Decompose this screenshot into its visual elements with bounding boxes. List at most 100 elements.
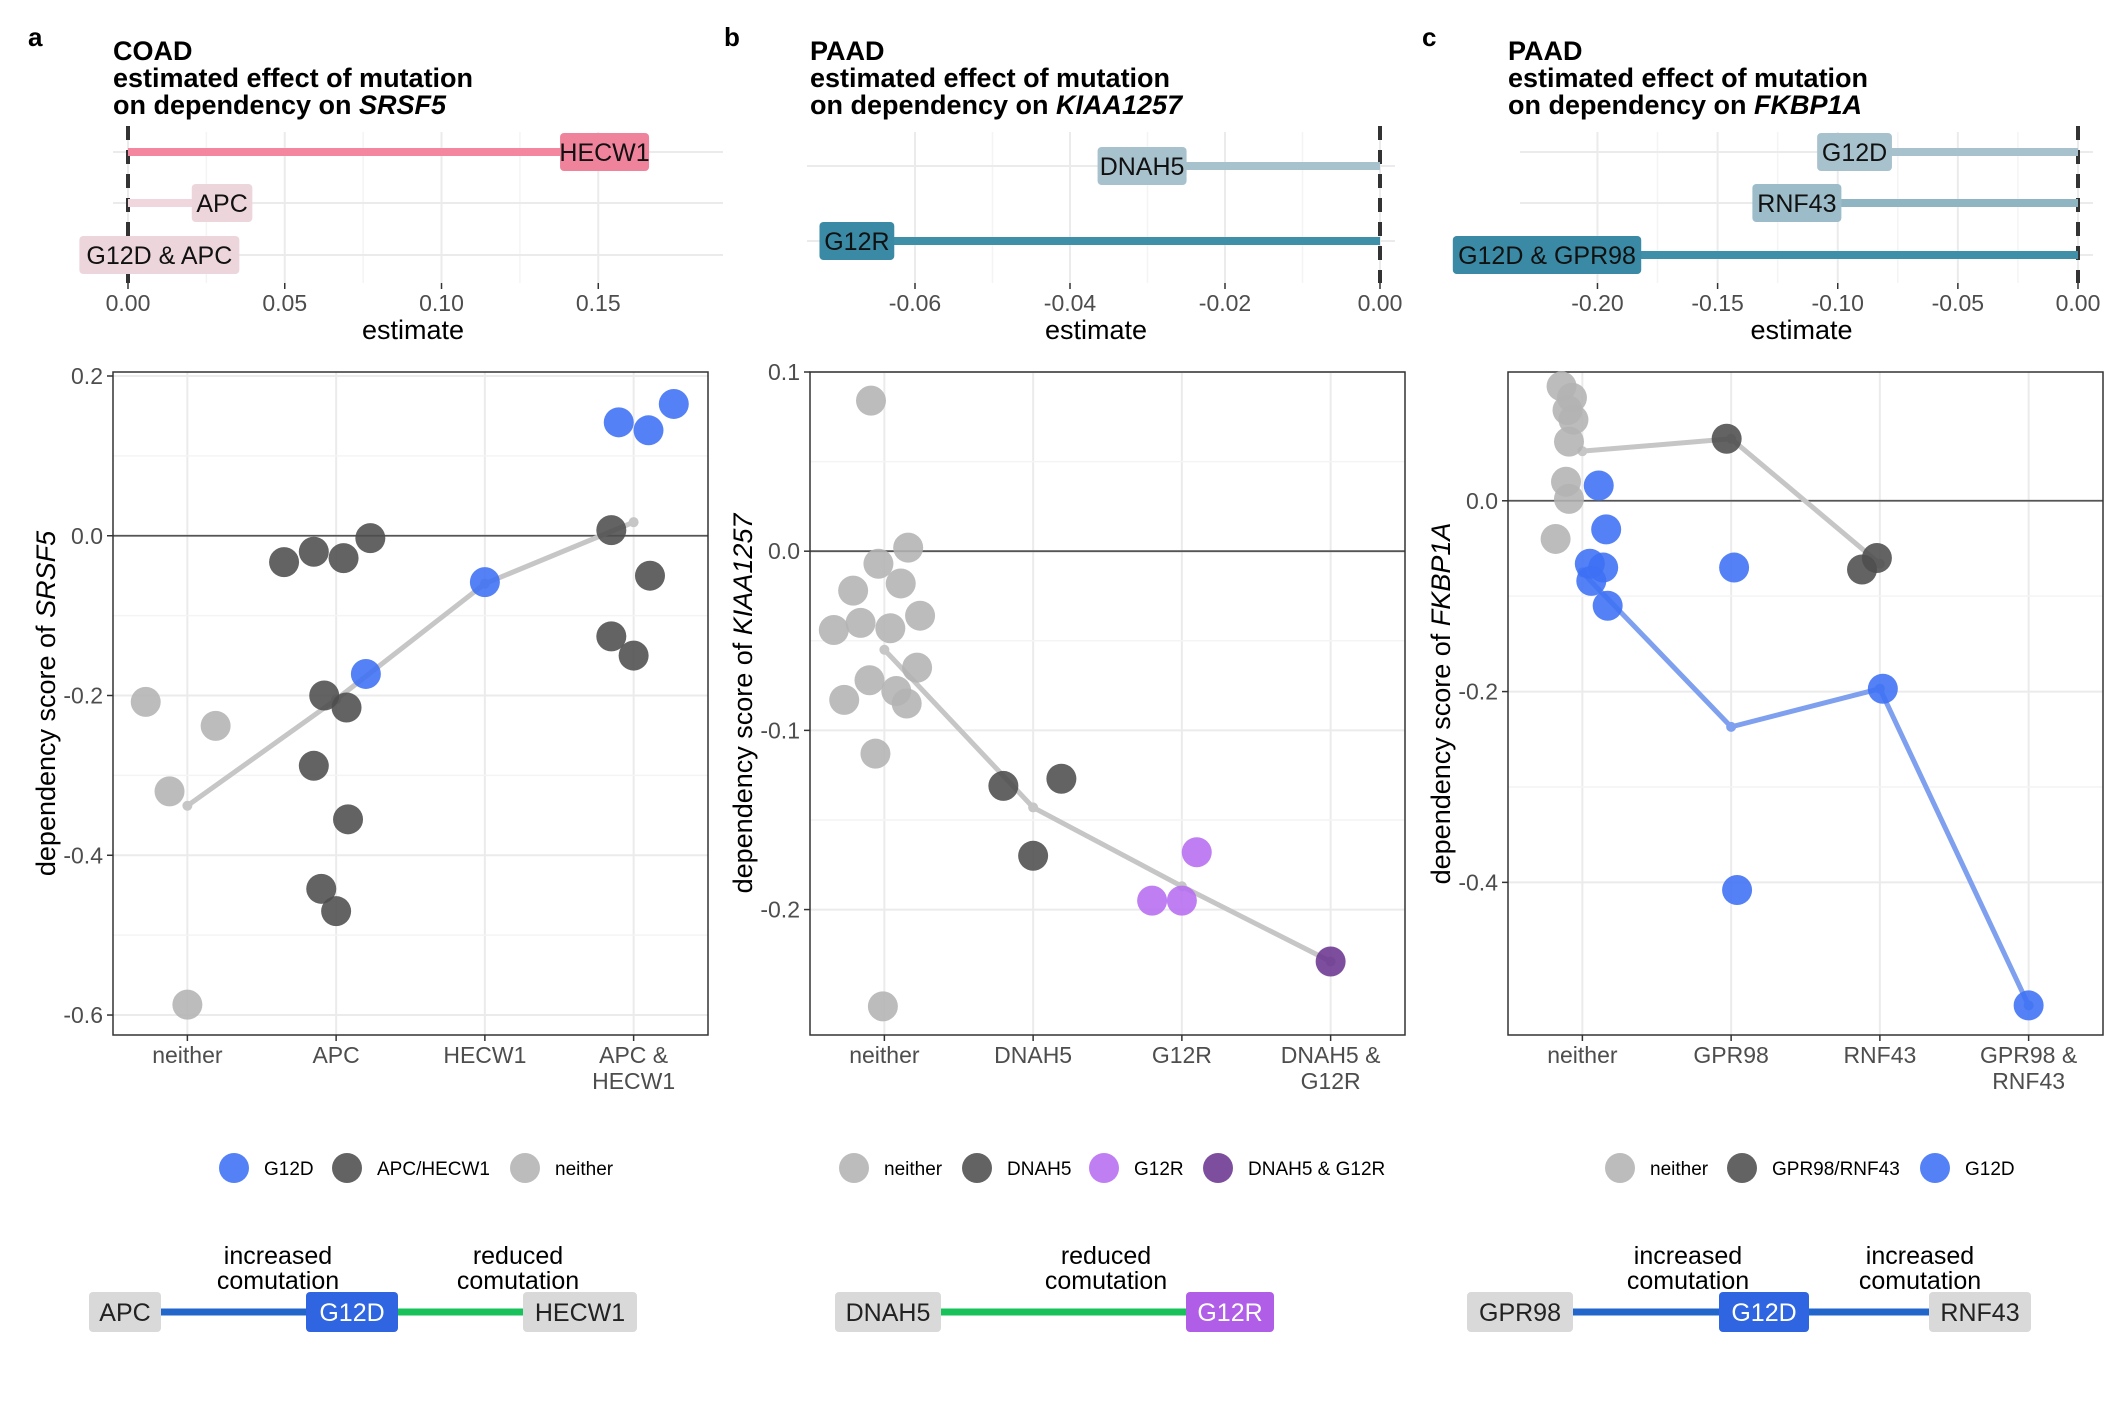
mutation-node-label: GPR98 xyxy=(1479,1299,1561,1327)
plot-border xyxy=(809,371,1406,1036)
legend-label: G12D xyxy=(1965,1159,2015,1180)
estimate-label-text: G12D & APC xyxy=(86,242,232,270)
legend-label: G12R xyxy=(1134,1159,1184,1180)
estimate-label-box xyxy=(191,184,253,222)
panel-title-line2: estimated effect of mutation xyxy=(810,63,1170,93)
estimate-tick-label: 0.05 xyxy=(262,290,307,316)
data-point xyxy=(172,989,203,1020)
legend-swatch xyxy=(839,1153,869,1183)
dependency-y-tick-label: 0.0 xyxy=(1466,488,1498,514)
data-point xyxy=(860,738,891,769)
dependency-x-tick-label: DNAH5 & xyxy=(1281,1042,1381,1068)
comutation-label: increased xyxy=(1634,1242,1742,1270)
dependency-x-tick-label: neither xyxy=(849,1042,920,1068)
estimate-tick-label: -0.04 xyxy=(1044,290,1097,316)
panel-title-gene: FKBP1A xyxy=(1754,90,1862,120)
estimate-tick-label: 0.00 xyxy=(106,290,151,316)
dependency-y-tick-label: -0.1 xyxy=(760,717,800,743)
dependency-y-tick-label: 0.0 xyxy=(768,538,800,564)
mutation-node-label: DNAH5 xyxy=(846,1299,931,1327)
estimate-tick-label: -0.20 xyxy=(1571,290,1623,316)
panel-title-cancer: PAAD xyxy=(810,36,885,66)
data-point xyxy=(328,543,359,574)
mutation-node-label: HECW1 xyxy=(535,1299,625,1327)
comutation-label: comutation xyxy=(1045,1267,1167,1295)
comutation-network: increasedcomutationincreasedcomutationGP… xyxy=(1467,1242,2031,1332)
dependency-axis-label: dependency score of KIAA1257 xyxy=(728,513,758,894)
trend-line xyxy=(881,647,1334,965)
mutation-node xyxy=(89,1292,161,1332)
data-point xyxy=(818,615,849,646)
legend-label: neither xyxy=(884,1159,943,1180)
data-point xyxy=(633,415,664,446)
estimate-label-text: G12D & GPR98 xyxy=(1458,242,1636,270)
estimate-label-box xyxy=(1452,236,1642,274)
data-point xyxy=(658,388,689,419)
data-point xyxy=(863,548,894,579)
data-point xyxy=(891,688,922,719)
mutation-node xyxy=(1719,1292,1809,1332)
data-point xyxy=(634,560,665,591)
dependency-x-tick-label: G12R xyxy=(1301,1068,1361,1094)
data-point xyxy=(596,621,627,652)
trend-point xyxy=(1726,721,1737,732)
legend-swatch xyxy=(1089,1153,1119,1183)
dependency-y-tick-label: -0.2 xyxy=(760,897,800,923)
data-point xyxy=(1867,673,1898,704)
data-point xyxy=(875,613,906,644)
mutation-node xyxy=(1186,1292,1274,1332)
estimate-label-box xyxy=(1817,133,1892,171)
estimate-tick-label: -0.02 xyxy=(1199,290,1251,316)
mutation-node xyxy=(523,1292,637,1332)
mutation-node xyxy=(306,1292,398,1332)
comutation-label: reduced xyxy=(1061,1242,1151,1270)
dependency-x-tick-label: G12R xyxy=(1152,1042,1212,1068)
data-point xyxy=(618,640,649,671)
data-point xyxy=(1137,885,1168,916)
dependency-x-tick-label: DNAH5 xyxy=(994,1042,1072,1068)
estimate-tick-label: 0.10 xyxy=(419,290,464,316)
dependency-y-tick-label: 0.1 xyxy=(768,359,800,385)
dependency-y-tick-label: -0.4 xyxy=(1458,869,1498,895)
data-point xyxy=(269,547,300,578)
data-point xyxy=(309,680,340,711)
estimate-tick-label: -0.15 xyxy=(1691,290,1743,316)
data-point xyxy=(1711,423,1742,454)
data-point xyxy=(902,652,933,683)
estimate-label-text: HECW1 xyxy=(559,139,649,167)
legend-swatch xyxy=(1605,1153,1635,1183)
comutation-label: comutation xyxy=(1627,1267,1749,1295)
panel-title-line3: on dependency on SRSF5 xyxy=(113,90,447,120)
data-point xyxy=(603,407,634,438)
dependency-axis-label-gene: SRSF5 xyxy=(31,530,61,618)
panel-title-cancer: PAAD xyxy=(1508,36,1583,66)
dependency-axis-label-gene: KIAA1257 xyxy=(728,513,758,636)
comutation-label: increased xyxy=(224,1242,332,1270)
panel-title-line2: estimated effect of mutation xyxy=(113,63,473,93)
estimate-chart: DNAH5 G12R -0.06 -0.04 -0.02 0.00 estimate xyxy=(807,126,1402,345)
legend-label: DNAH5 & G12R xyxy=(1248,1159,1385,1180)
comutation-label: comutation xyxy=(217,1267,339,1295)
data-point xyxy=(1553,426,1584,457)
data-point xyxy=(331,692,362,723)
data-point xyxy=(1576,565,1607,596)
legend-label: neither xyxy=(555,1159,614,1180)
mutation-node-label: APC xyxy=(99,1299,150,1327)
estimate-label-box xyxy=(1752,184,1842,222)
estimate-tick-label: -0.10 xyxy=(1812,290,1864,316)
data-point xyxy=(1540,523,1571,554)
data-point xyxy=(469,567,500,598)
dependency-x-tick-label: GPR98 & xyxy=(1980,1042,2077,1068)
data-point xyxy=(838,575,869,606)
dependency-x-tick-label: neither xyxy=(1547,1042,1618,1068)
mutation-node xyxy=(835,1292,941,1332)
data-point xyxy=(1592,590,1623,621)
dependency-x-tick-label: neither xyxy=(152,1042,223,1068)
estimate-label-text: G12R xyxy=(824,228,889,256)
estimate-chart: HECW1 APC G12D & APC 0.00 0.05 0.10 0.15 estima… xyxy=(79,126,723,345)
data-point xyxy=(355,523,386,554)
data-point xyxy=(867,991,898,1022)
legend-label: neither xyxy=(1650,1159,1709,1180)
